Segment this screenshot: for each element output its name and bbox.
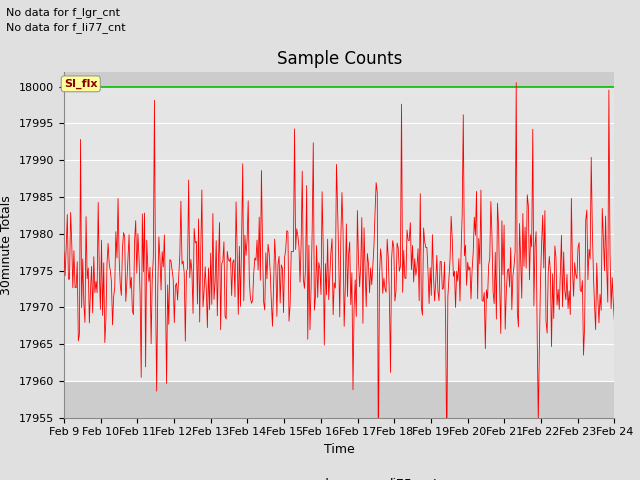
wmp_cnt <box>374 457 382 463</box>
li75_cnt <box>97 84 104 90</box>
wmp_cnt <box>389 238 397 243</box>
wmp_cnt <box>60 250 68 255</box>
li75_cnt <box>60 84 68 90</box>
wmp_cnt <box>321 261 329 266</box>
Legend: wmp_cnt, li75_cnt: wmp_cnt, li75_cnt <box>234 472 444 480</box>
wmp_cnt <box>325 297 333 302</box>
wmp_cnt <box>600 235 607 241</box>
wmp_cnt <box>513 80 520 85</box>
wmp_cnt <box>513 309 521 315</box>
Text: No data for f_li77_cnt: No data for f_li77_cnt <box>6 22 126 33</box>
X-axis label: Time: Time <box>324 443 355 456</box>
Text: No data for f_lgr_cnt: No data for f_lgr_cnt <box>6 7 120 18</box>
Title: Sample Counts: Sample Counts <box>276 49 402 68</box>
wmp_cnt <box>358 215 365 220</box>
Bar <box>64 87 614 381</box>
wmp_cnt <box>611 319 618 324</box>
Line: wmp_cnt: wmp_cnt <box>64 83 614 460</box>
Text: SI_flx: SI_flx <box>64 79 97 89</box>
Y-axis label: 30minute Totals: 30minute Totals <box>1 195 13 295</box>
